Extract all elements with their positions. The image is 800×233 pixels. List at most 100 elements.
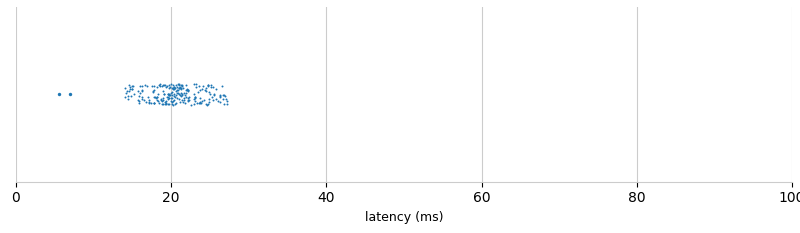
Point	[145, 101, 158, 105]
Point	[194, 101, 206, 105]
Point	[165, 99, 178, 103]
Point	[196, 99, 209, 103]
Point	[217, 93, 230, 96]
Point	[194, 101, 207, 104]
Point	[200, 103, 213, 107]
Point	[166, 93, 178, 97]
Point	[153, 101, 166, 105]
Point	[158, 102, 171, 106]
Point	[132, 100, 145, 103]
Point	[150, 95, 163, 99]
Point	[220, 99, 233, 103]
Point	[177, 86, 190, 90]
Point	[203, 90, 216, 94]
Point	[124, 88, 137, 91]
Point	[156, 84, 169, 88]
Point	[162, 92, 174, 96]
Point	[147, 101, 160, 104]
Point	[214, 95, 226, 99]
Point	[206, 85, 219, 89]
Point	[219, 97, 232, 100]
Point	[214, 93, 226, 97]
Point	[189, 95, 202, 99]
Point	[136, 97, 149, 101]
Point	[132, 89, 145, 93]
Point	[143, 101, 156, 105]
Point	[161, 95, 174, 99]
Point	[187, 97, 200, 101]
Point	[188, 82, 201, 86]
Point	[158, 92, 170, 96]
Point	[180, 83, 193, 87]
Point	[119, 92, 132, 95]
Point	[168, 94, 181, 98]
Point	[193, 101, 206, 105]
Point	[191, 90, 204, 94]
Point	[156, 89, 169, 93]
Point	[190, 86, 202, 89]
Point	[126, 87, 138, 91]
Point	[64, 93, 77, 96]
Point	[142, 96, 154, 99]
Point	[162, 83, 175, 87]
Point	[173, 86, 186, 89]
Point	[174, 94, 187, 98]
Point	[182, 89, 194, 92]
Point	[158, 83, 170, 87]
Point	[187, 92, 200, 95]
Point	[181, 96, 194, 100]
Point	[152, 83, 165, 87]
Point	[156, 98, 169, 102]
Point	[198, 98, 210, 102]
Point	[163, 86, 176, 90]
Point	[216, 84, 229, 88]
Point	[205, 83, 218, 86]
Point	[188, 99, 201, 103]
Point	[173, 82, 186, 86]
Point	[221, 102, 234, 106]
Point	[218, 95, 231, 98]
Point	[170, 85, 183, 89]
Point	[168, 86, 181, 89]
Point	[203, 97, 216, 101]
Point	[132, 95, 145, 98]
Point	[159, 101, 172, 104]
Point	[197, 84, 210, 88]
Point	[126, 84, 139, 88]
Point	[178, 101, 191, 105]
Point	[166, 87, 179, 90]
Point	[180, 95, 193, 99]
Point	[135, 84, 148, 88]
Point	[162, 102, 175, 106]
Point	[200, 102, 213, 106]
Point	[148, 84, 161, 88]
Point	[168, 86, 181, 89]
Point	[167, 92, 180, 96]
Point	[202, 102, 214, 106]
Point	[159, 99, 172, 103]
Point	[166, 90, 178, 94]
Point	[208, 93, 221, 97]
Point	[196, 87, 209, 91]
Point	[193, 84, 206, 88]
Point	[154, 97, 167, 101]
Point	[218, 102, 230, 106]
Point	[122, 89, 135, 93]
Point	[168, 98, 181, 102]
Point	[166, 100, 179, 103]
Point	[176, 83, 189, 86]
Point	[166, 83, 179, 87]
Point	[154, 99, 167, 102]
Point	[137, 99, 150, 102]
Point	[153, 84, 166, 87]
Point	[128, 92, 141, 95]
Point	[202, 83, 214, 87]
Point	[202, 101, 215, 104]
Point	[164, 93, 177, 96]
Point	[147, 95, 160, 98]
Point	[210, 97, 223, 101]
Point	[162, 93, 175, 96]
Point	[119, 86, 132, 90]
Point	[151, 99, 164, 102]
Point	[177, 100, 190, 104]
